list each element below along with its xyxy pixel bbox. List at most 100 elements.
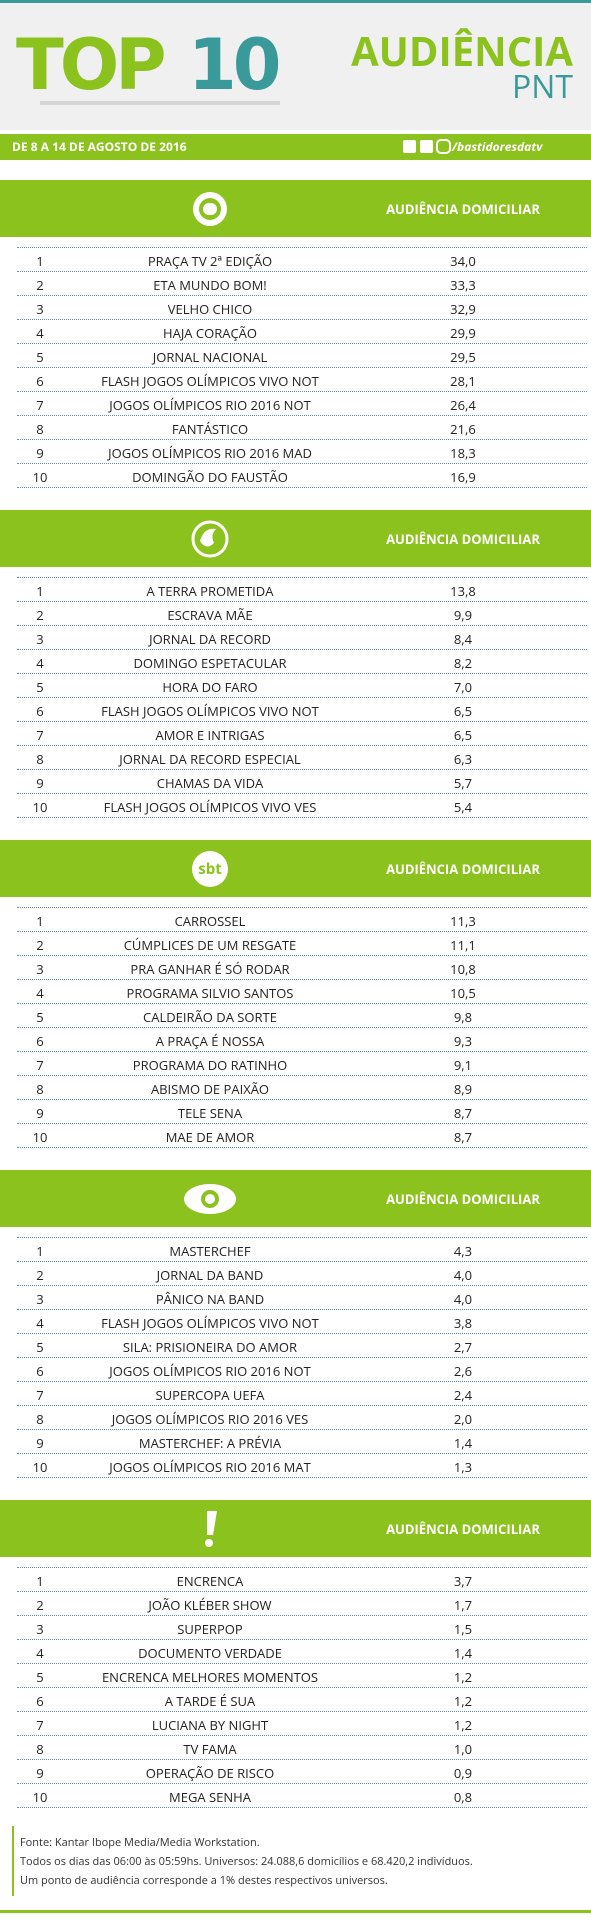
rating: 11,3 — [450, 912, 476, 930]
rating: 6,3 — [453, 750, 473, 768]
rank: 2 — [36, 276, 44, 294]
rank: 3 — [36, 300, 44, 318]
bottom-line — [0, 1910, 591, 1913]
row-line — [17, 415, 587, 416]
rank: 8 — [36, 750, 44, 768]
rank: 5 — [36, 1668, 44, 1686]
rating: 1,4 — [453, 1644, 473, 1662]
facebook-icon — [403, 140, 416, 153]
program: SILA: PRISIONEIRA DO AMOR — [122, 1338, 298, 1356]
table-row: 7 SUPERCOPA UEFA 2,4 — [0, 1383, 591, 1407]
rank: 7 — [36, 1056, 44, 1074]
channel-logo: sbt — [192, 851, 228, 887]
table-row: 6 FLASH JOGOS OLÍMPICOS VIVO NOT 28,1 — [0, 369, 591, 393]
row-line — [17, 907, 587, 908]
section-heading: AUDIÊNCIA DOMICILIAR — [386, 1190, 540, 1208]
table-row: 7 AMOR E INTRIGAS 6,5 — [0, 723, 591, 747]
program: HORA DO FARO — [162, 678, 258, 696]
rank: 4 — [36, 984, 44, 1002]
program: FLASH JOGOS OLÍMPICOS VIVO NOT — [101, 702, 319, 720]
program: FLASH JOGOS OLÍMPICOS VIVO NOT — [101, 1314, 319, 1332]
rating: 1,5 — [453, 1620, 473, 1638]
rating: 13,8 — [450, 582, 476, 600]
rank: 3 — [36, 960, 44, 978]
row-line — [17, 1567, 587, 1568]
brand-line2: PNT — [512, 65, 573, 108]
rank: 8 — [36, 1740, 44, 1758]
logo-group: sbt — [192, 851, 228, 887]
program: JORNAL DA BAND — [156, 1266, 264, 1284]
row-line — [17, 1147, 587, 1148]
row-line — [17, 1639, 587, 1640]
rank: 10 — [32, 798, 48, 816]
rating: 21,6 — [450, 420, 476, 438]
rating: 29,9 — [450, 324, 476, 342]
rating: 16,9 — [450, 468, 476, 486]
rating: 1,3 — [453, 1458, 473, 1476]
redetv-dot — [205, 1539, 213, 1547]
rating: 0,9 — [453, 1764, 473, 1782]
rank: 6 — [36, 1032, 44, 1050]
table-row: 6 FLASH JOGOS OLÍMPICOS VIVO NOT 6,5 — [0, 699, 591, 723]
row-line — [17, 1099, 587, 1100]
row-line — [17, 1429, 587, 1430]
table-row: 3 PÂNICO NA BAND 4,0 — [0, 1287, 591, 1311]
rank: 3 — [36, 1620, 44, 1638]
rating: 32,9 — [450, 300, 476, 318]
rank: 9 — [36, 1434, 44, 1452]
row-line — [17, 1687, 587, 1688]
rank: 3 — [36, 1290, 44, 1308]
row-line — [17, 1309, 587, 1310]
rank: 10 — [32, 1458, 48, 1476]
table-row: 8 JOGOS OLÍMPICOS RIO 2016 VES 2,0 — [0, 1407, 591, 1431]
rating: 3,8 — [453, 1314, 473, 1332]
sbt-logo: sbt — [198, 859, 222, 879]
row-line — [17, 1051, 587, 1052]
rating: 4,3 — [453, 1242, 473, 1260]
row-line — [17, 673, 587, 674]
rank: 9 — [36, 444, 44, 462]
row-line — [17, 463, 587, 464]
row-line — [17, 1759, 587, 1760]
rating: 1,7 — [453, 1596, 473, 1614]
rank: 7 — [36, 1386, 44, 1404]
rating: 11,1 — [450, 936, 476, 954]
rank: 4 — [36, 1644, 44, 1662]
rank: 6 — [36, 372, 44, 390]
footer-line: Um ponto de audiência corresponde a 1% d… — [20, 1873, 388, 1888]
row-line — [17, 1477, 587, 1478]
rank: 9 — [36, 774, 44, 792]
redetv-mark — [207, 1511, 217, 1535]
section-header: AUDIÊNCIA DOMICILIAR — [0, 1500, 591, 1557]
table-row: 9 CHAMAS DA VIDA 5,7 — [0, 771, 591, 795]
rank: 2 — [36, 1596, 44, 1614]
row-line — [17, 1735, 587, 1736]
section-header: AUDIÊNCIA DOMICILIAR — [0, 510, 591, 567]
program: PROGRAMA SILVIO SANTOS — [126, 984, 294, 1002]
program: JOGOS OLÍMPICOS RIO 2016 NOT — [109, 1362, 311, 1380]
program: FLASH JOGOS OLÍMPICOS VIVO VES — [103, 798, 317, 816]
rating: 8,4 — [453, 630, 473, 648]
program: CÚMPLICES DE UM RESGATE — [123, 936, 297, 954]
table-row: 7 PROGRAMA DO RATINHO 9,1 — [0, 1053, 591, 1077]
rank: 4 — [36, 654, 44, 672]
rating: 18,3 — [450, 444, 476, 462]
rating: 9,3 — [453, 1032, 473, 1050]
table-row: 6 JOGOS OLÍMPICOS RIO 2016 NOT 2,6 — [0, 1359, 591, 1383]
section-header: sbt AUDIÊNCIA DOMICILIAR — [0, 840, 591, 897]
program: CARROSSEL — [174, 912, 246, 930]
row-line — [17, 1453, 587, 1454]
row-line — [17, 487, 587, 488]
table-row: 10 MEGA SENHA 0,8 — [0, 1785, 591, 1809]
row-line — [17, 1237, 587, 1238]
table-row: 6 A PRAÇA É NOSSA 9,3 — [0, 1029, 591, 1053]
table-row: 5 JORNAL NACIONAL 29,5 — [0, 345, 591, 369]
table-row: 9 JOGOS OLÍMPICOS RIO 2016 MAD 18,3 — [0, 441, 591, 465]
row-line — [17, 625, 587, 626]
row-line — [17, 649, 587, 650]
table-row: 1 CARROSSEL 11,3 — [0, 909, 591, 933]
table-row: 2 ETA MUNDO BOM! 33,3 — [0, 273, 591, 297]
rank: 8 — [36, 1080, 44, 1098]
rating: 2,4 — [453, 1386, 473, 1404]
row-line — [17, 1807, 587, 1808]
